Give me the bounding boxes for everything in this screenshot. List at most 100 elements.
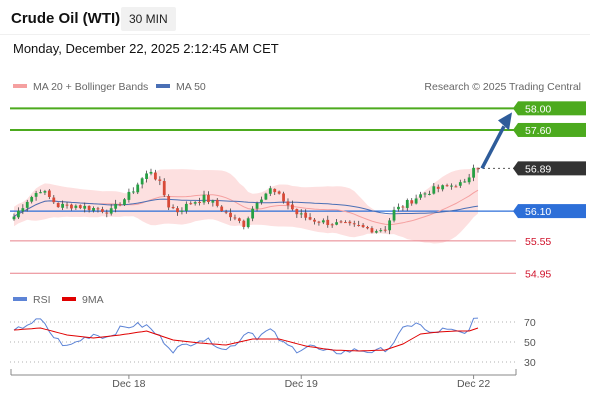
- price-levels: [10, 107, 516, 274]
- candle-body: [189, 203, 193, 205]
- candle-body: [370, 228, 374, 233]
- candle-body: [458, 182, 462, 186]
- candle-body: [39, 192, 42, 194]
- candle-body: [65, 204, 69, 206]
- candle-body: [193, 202, 197, 204]
- chart-header: Crude Oil (WTI) 30 MIN Monday, December …: [0, 0, 590, 70]
- ma50-line: [13, 198, 479, 218]
- candle-body: [392, 209, 396, 221]
- candle-body: [114, 203, 118, 209]
- candle-body: [43, 191, 47, 193]
- price-legend: MA 20 + Bollinger Bands MA 50 Research ©…: [13, 81, 581, 93]
- candle-body: [47, 190, 51, 197]
- candle-body: [463, 181, 467, 183]
- candle-body: [92, 207, 95, 211]
- candle-body: [423, 193, 427, 195]
- rsi-panel: 70 50 30: [10, 317, 536, 369]
- rsi-ma-line: [13, 327, 479, 352]
- candle-body: [273, 188, 277, 193]
- legend-ma20-swatch: [13, 84, 27, 88]
- candle-body: [357, 224, 361, 226]
- candle-body: [476, 168, 480, 170]
- bollinger-bands: [14, 166, 478, 244]
- candle-body: [74, 205, 78, 208]
- candle-body: [127, 191, 131, 200]
- candle-body: [414, 198, 418, 204]
- research-credit: Research © 2025 Trading Central: [424, 81, 581, 93]
- candle-body: [374, 231, 378, 233]
- candle-body: [432, 186, 436, 194]
- forecast-arrow-head: [498, 112, 512, 131]
- level-tag-57-60: [518, 122, 586, 137]
- level-tag-pointer-56-89: [513, 161, 518, 176]
- candle-body: [220, 206, 224, 212]
- level-tag-pointer-56-10: [513, 204, 518, 219]
- price-level-labels: 58.00 57.60 56.89 56.10 55.55 54.95: [513, 101, 586, 280]
- candle-body: [56, 202, 60, 208]
- candle-body: [313, 219, 316, 222]
- candle-body: [401, 206, 405, 208]
- level-tag-pointer-57-60: [513, 122, 518, 137]
- candle-body: [317, 221, 321, 223]
- candle-body: [105, 212, 109, 214]
- candle-body: [361, 224, 365, 228]
- candle-body: [291, 204, 294, 210]
- candle-body: [388, 220, 392, 231]
- candle-body: [83, 205, 87, 209]
- rsi-line: [13, 317, 479, 355]
- level-label-57-60: 57.60: [525, 125, 551, 137]
- level-tag-56-89: [518, 161, 586, 176]
- candle-body: [154, 172, 157, 180]
- candle-body: [25, 201, 29, 208]
- level-label-54-95: 54.95: [525, 268, 551, 280]
- candle-body: [87, 205, 91, 210]
- level-tag-58-00: [518, 101, 586, 116]
- candle-body: [96, 208, 100, 210]
- candle-body: [118, 204, 122, 206]
- candle-body: [78, 205, 82, 209]
- candle-body: [237, 218, 241, 221]
- candle-body: [131, 191, 135, 193]
- candle-body: [198, 201, 201, 203]
- candle-body: [348, 221, 352, 224]
- candle-body: [321, 220, 325, 223]
- candle-body: [441, 185, 445, 190]
- candle-body: [268, 188, 272, 194]
- candle-body: [344, 222, 347, 224]
- candle-body: [246, 218, 250, 228]
- candle-body: [445, 185, 449, 187]
- level-label-56-10: 56.10: [525, 206, 551, 218]
- candle-body: [224, 211, 228, 213]
- candle-body: [123, 199, 126, 205]
- candle-body: [467, 177, 471, 183]
- header-divider: [0, 34, 590, 35]
- candle-body: [436, 186, 440, 189]
- candle-body: [304, 212, 308, 218]
- x-axis: Dec 18 Dec 19 Dec 22: [10, 369, 517, 390]
- candle-body: [21, 208, 25, 212]
- timeframe-badge[interactable]: 30 MIN: [121, 7, 176, 31]
- candle-body: [379, 230, 383, 232]
- candle-body: [70, 204, 73, 209]
- candle-body: [215, 199, 219, 206]
- legend-rsi-ma-swatch: [62, 297, 76, 301]
- rsi-tick-30: 30: [524, 357, 536, 369]
- candle-body: [167, 196, 171, 208]
- candle-body: [202, 194, 206, 203]
- candle-body: [419, 194, 422, 198]
- level-label-56-89: 56.89: [525, 163, 551, 175]
- x-tick-label: Dec 18: [112, 378, 145, 390]
- level-label-55-55: 55.55: [525, 236, 551, 248]
- candle-body: [286, 201, 290, 206]
- candle-body: [109, 208, 113, 214]
- candle-body: [335, 222, 338, 225]
- candle-body: [260, 199, 263, 203]
- legend-rsi-swatch: [13, 297, 27, 301]
- candle-body: [100, 209, 104, 212]
- candle-body: [12, 216, 16, 220]
- candle-body: [427, 193, 431, 195]
- legend-ma50-label: MA 50: [176, 81, 206, 93]
- candle-body: [17, 210, 20, 218]
- bollinger-band-area: [14, 166, 478, 244]
